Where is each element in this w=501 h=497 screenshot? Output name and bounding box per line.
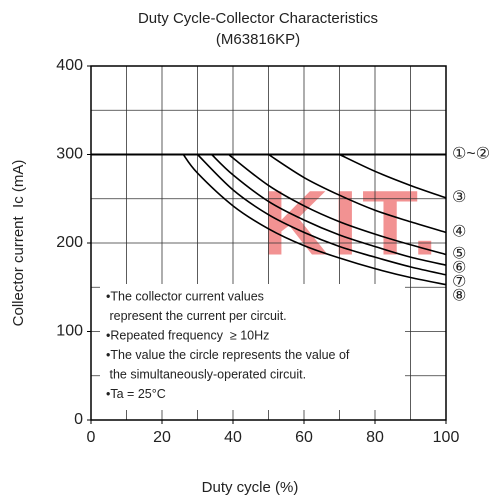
curve xyxy=(211,153,447,266)
series-label: ⑦ xyxy=(452,274,466,291)
note: •The value the circle represents the val… xyxy=(106,348,350,362)
series-label: ⑤ xyxy=(452,246,466,263)
x-tick-label: 20 xyxy=(153,429,171,446)
y-tick-label: 100 xyxy=(56,323,83,340)
series-label: ⑥ xyxy=(452,260,466,277)
series-label: ④ xyxy=(452,224,466,241)
curve xyxy=(228,153,447,256)
y-axis-label: Collector current Ic (mA) xyxy=(10,160,27,327)
series-label: ①~② xyxy=(452,146,490,163)
note: the simultaneously-operated circuit. xyxy=(106,367,306,381)
y-tick-label: 0 xyxy=(74,411,83,428)
chart-subtitle: (M63816KP) xyxy=(216,31,300,48)
note: represent the current per circuit. xyxy=(106,309,287,323)
curve xyxy=(182,154,447,286)
y-tick-label: 400 xyxy=(56,57,83,74)
x-tick-label: 60 xyxy=(295,429,313,446)
note: •The collector current values xyxy=(106,289,264,303)
series-label: ③ xyxy=(452,189,466,206)
note: •Ta = 25°C xyxy=(106,387,166,401)
x-axis-label: Duty cycle (%) xyxy=(202,479,299,496)
y-tick-label: 200 xyxy=(56,234,83,251)
curve xyxy=(339,153,447,199)
x-tick-label: 0 xyxy=(87,429,96,446)
note: •Repeated frequency ≥ 10Hz xyxy=(106,328,269,342)
y-tick-label: 300 xyxy=(56,146,83,163)
x-tick-label: 80 xyxy=(366,429,384,446)
curve xyxy=(196,153,447,276)
notes-box xyxy=(100,284,405,410)
x-tick-label: 100 xyxy=(433,429,460,446)
curve xyxy=(268,153,447,234)
x-tick-label: 40 xyxy=(224,429,242,446)
chart-title: Duty Cycle-Collector Characteristics xyxy=(138,10,378,27)
series-label: ⑧ xyxy=(452,288,466,305)
